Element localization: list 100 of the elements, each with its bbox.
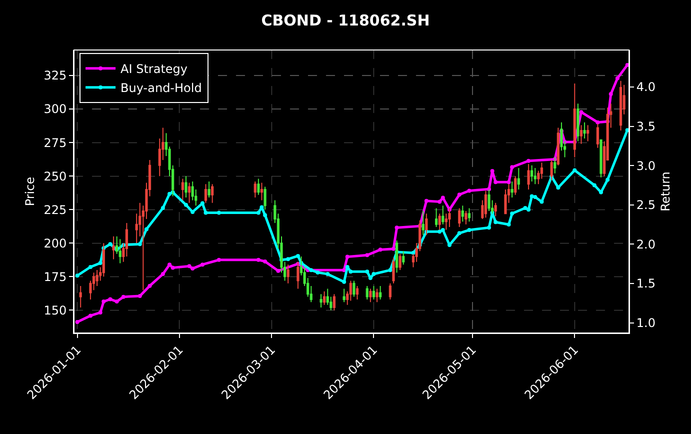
candlestick	[208, 180, 210, 198]
candlestick	[402, 250, 405, 266]
candlestick	[260, 182, 264, 201]
point	[365, 253, 370, 258]
candlestick	[527, 164, 530, 190]
candlestick	[534, 168, 536, 185]
candlestick	[184, 176, 188, 198]
point	[190, 210, 195, 214]
candlestick	[79, 286, 82, 308]
y-tick-label: 175	[44, 270, 67, 284]
point	[170, 266, 175, 270]
point	[625, 128, 629, 132]
point	[138, 242, 142, 246]
candlestick	[118, 238, 122, 264]
y-tick-label: 325	[44, 68, 67, 83]
candlestick	[188, 182, 191, 204]
legend-label: AI Strategy	[120, 62, 188, 76]
candlestick	[372, 286, 376, 300]
point	[487, 226, 492, 230]
point	[184, 202, 188, 207]
y-tick-label: 150	[44, 303, 67, 318]
y-tick-label: 300	[44, 102, 67, 116]
point	[394, 226, 399, 230]
point	[467, 188, 472, 193]
point	[596, 120, 600, 124]
candlestick	[369, 288, 372, 303]
candlestick	[366, 286, 368, 300]
point	[592, 183, 596, 188]
candlestick	[583, 122, 586, 140]
candlestick	[580, 124, 583, 144]
point	[457, 192, 462, 197]
candlestick	[356, 286, 359, 300]
point	[615, 76, 620, 80]
candlestick	[514, 176, 517, 196]
candlestick	[510, 180, 514, 198]
y2-tick-label: 1.5	[636, 276, 656, 291]
point	[438, 200, 442, 204]
candlestick	[332, 294, 336, 311]
candlestick	[488, 188, 490, 212]
point	[98, 310, 102, 315]
point	[168, 262, 172, 267]
legend-label: Buy-and-Hold	[120, 81, 202, 96]
point	[365, 270, 370, 274]
point	[506, 180, 511, 184]
point	[98, 261, 102, 266]
point	[160, 272, 165, 276]
candlestick	[264, 186, 266, 210]
point	[114, 300, 119, 304]
candlestick	[435, 208, 438, 228]
y-axis-title: Price	[22, 176, 37, 206]
point	[256, 258, 260, 262]
candlestick	[517, 168, 520, 190]
candlestick	[181, 178, 184, 201]
point	[348, 270, 353, 274]
point	[378, 248, 382, 252]
point	[216, 210, 221, 215]
candlestick	[484, 190, 488, 218]
point	[326, 272, 330, 276]
point	[523, 206, 528, 210]
point	[108, 297, 112, 302]
point	[263, 213, 268, 218]
point	[440, 228, 445, 232]
point	[263, 259, 268, 264]
candlestick	[352, 280, 356, 298]
point	[216, 258, 221, 262]
point	[579, 110, 584, 114]
point	[388, 268, 392, 272]
point	[540, 200, 544, 204]
point	[148, 284, 152, 288]
point	[88, 264, 92, 269]
point	[494, 180, 498, 184]
point	[526, 158, 531, 163]
candlestick	[211, 184, 214, 204]
y-tick-label: 225	[44, 202, 67, 217]
candlestick	[379, 286, 382, 300]
point	[494, 220, 498, 224]
point	[572, 168, 577, 172]
point	[256, 210, 260, 215]
point	[187, 264, 192, 268]
point	[296, 254, 300, 258]
point	[138, 294, 142, 298]
candlestick	[464, 210, 468, 225]
point	[457, 231, 462, 236]
point	[392, 246, 396, 251]
point	[506, 222, 511, 227]
candlestick	[556, 127, 560, 166]
y2-axis-title: Return	[658, 172, 672, 212]
candlestick	[376, 288, 378, 303]
point	[276, 268, 280, 273]
candlestick	[254, 180, 256, 198]
point	[372, 272, 376, 276]
candlestick	[576, 103, 580, 142]
point	[75, 320, 80, 324]
candlestick	[442, 205, 444, 225]
candlestick	[468, 208, 471, 222]
y2-tick-label: 2.0	[636, 237, 656, 252]
candlestick	[286, 264, 290, 284]
point	[75, 274, 80, 278]
chart-title: CBOND - 118062.SH	[261, 12, 430, 30]
candlestick	[619, 80, 622, 131]
